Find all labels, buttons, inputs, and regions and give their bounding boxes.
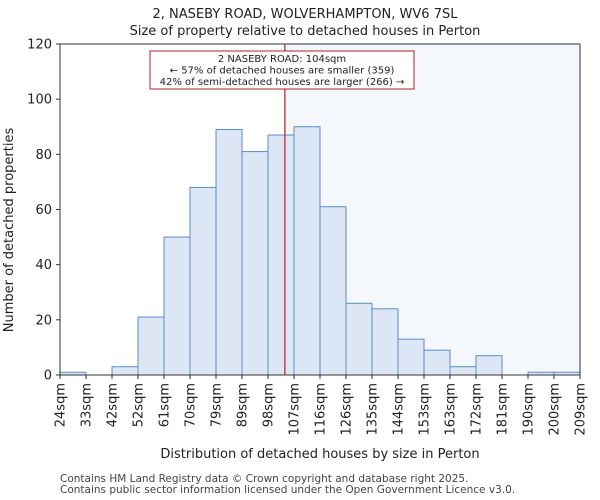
bar — [293, 126, 321, 376]
x-tick-label: 181sqm — [496, 383, 511, 436]
annotation-box — [149, 50, 415, 90]
x-axis-label: Distribution of detached houses by size … — [160, 447, 479, 462]
bar — [423, 349, 451, 376]
footer-line-2: Contains public sector information licen… — [60, 484, 516, 496]
x-tick-label: 116sqm — [314, 383, 329, 436]
bar — [111, 366, 139, 376]
bar — [449, 366, 477, 376]
x-tick-label: 24sqm — [54, 383, 69, 427]
x-tick-label: 172sqm — [470, 383, 485, 436]
x-tick-label: 33sqm — [80, 383, 95, 427]
bar — [267, 134, 295, 376]
x-tick-label: 70sqm — [184, 383, 199, 427]
x-tick-label: 79sqm — [210, 383, 225, 427]
y-tick-label: 100 — [27, 93, 52, 108]
x-tick-label: 200sqm — [548, 383, 563, 436]
bar — [137, 316, 165, 376]
x-tick-label: 153sqm — [418, 383, 433, 436]
x-tick-label: 126sqm — [340, 383, 355, 436]
x-tick-label: 42sqm — [106, 383, 121, 427]
bar — [163, 236, 191, 376]
y-axis-label: Number of detached properties — [2, 128, 17, 333]
annotation-line: 2 NASEBY ROAD: 104sqm — [218, 54, 346, 65]
bar — [475, 355, 503, 376]
chart-title: 2, NASEBY ROAD, WOLVERHAMPTON, WV6 7SL — [153, 7, 459, 22]
footer: Contains HM Land Registry data © Crown c… — [60, 474, 515, 496]
x-tick-label: 61sqm — [158, 383, 173, 427]
bar — [371, 308, 399, 376]
y-tick-label: 120 — [27, 38, 52, 53]
bar — [345, 302, 373, 376]
x-tick-label: 107sqm — [288, 383, 303, 436]
bar — [319, 206, 347, 376]
y-tick-label: 60 — [35, 203, 52, 218]
x-tick-label: 98sqm — [262, 383, 277, 427]
chart-subtitle: Size of property relative to detached ho… — [130, 24, 481, 39]
x-tick-label: 163sqm — [444, 383, 459, 436]
annotation-line: ← 57% of detached houses are smaller (35… — [170, 66, 395, 77]
annotation-line: 42% of semi-detached houses are larger (… — [160, 77, 405, 88]
x-tick-label: 135sqm — [366, 383, 381, 436]
y-tick-label: 0 — [44, 369, 52, 384]
x-tick-label: 52sqm — [132, 383, 147, 427]
x-tick-label: 209sqm — [574, 383, 589, 436]
y-tick-label: 80 — [35, 148, 52, 163]
bar — [241, 151, 269, 376]
x-tick-label: 89sqm — [236, 383, 251, 427]
footer-line-1: Contains HM Land Registry data © Crown c… — [60, 473, 469, 485]
x-tick-label: 144sqm — [392, 383, 407, 436]
bar — [397, 338, 425, 376]
x-tick-label: 190sqm — [522, 383, 537, 436]
y-tick-label: 20 — [35, 313, 52, 328]
bar — [215, 129, 243, 376]
y-tick-label: 40 — [35, 258, 52, 273]
bar — [189, 186, 217, 376]
